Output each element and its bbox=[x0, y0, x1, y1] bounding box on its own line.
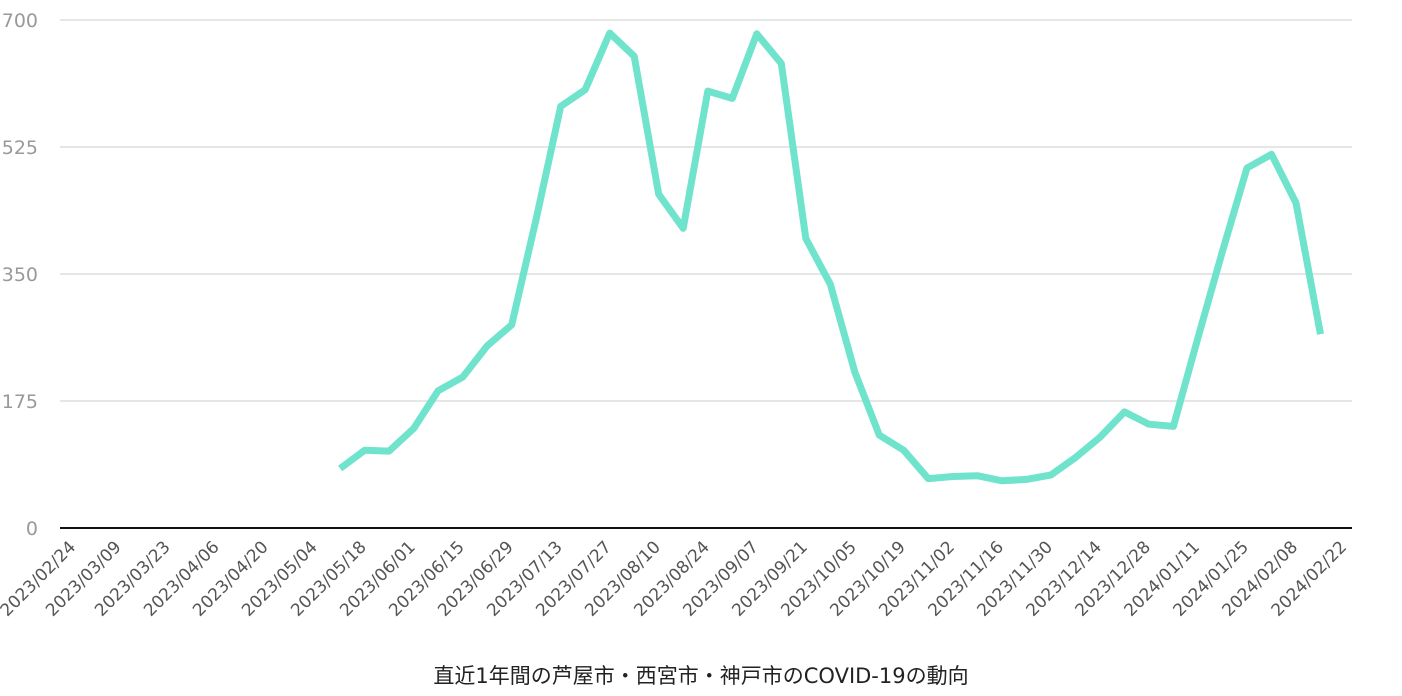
series-line bbox=[338, 29, 1324, 485]
y-tick-label: 0 bbox=[26, 518, 38, 540]
chart-title: 直近1年間の芦屋市・西宮市・神戸市のCOVID-19の動向 bbox=[433, 664, 969, 688]
x-axis-ticks: 2023/02/242023/03/092023/03/232023/04/06… bbox=[0, 537, 1351, 620]
y-axis-ticks: 0 175 350 525 700 bbox=[2, 10, 38, 540]
y-tick-label: 700 bbox=[2, 10, 38, 32]
y-tick-label: 525 bbox=[2, 137, 38, 159]
y-tick-label: 350 bbox=[2, 264, 38, 286]
y-tick-label: 175 bbox=[2, 391, 38, 413]
gridlines bbox=[60, 19, 1352, 402]
line-chart: 0 175 350 525 700 2023/02/242023/03/092023/0… bbox=[0, 10, 1352, 621]
